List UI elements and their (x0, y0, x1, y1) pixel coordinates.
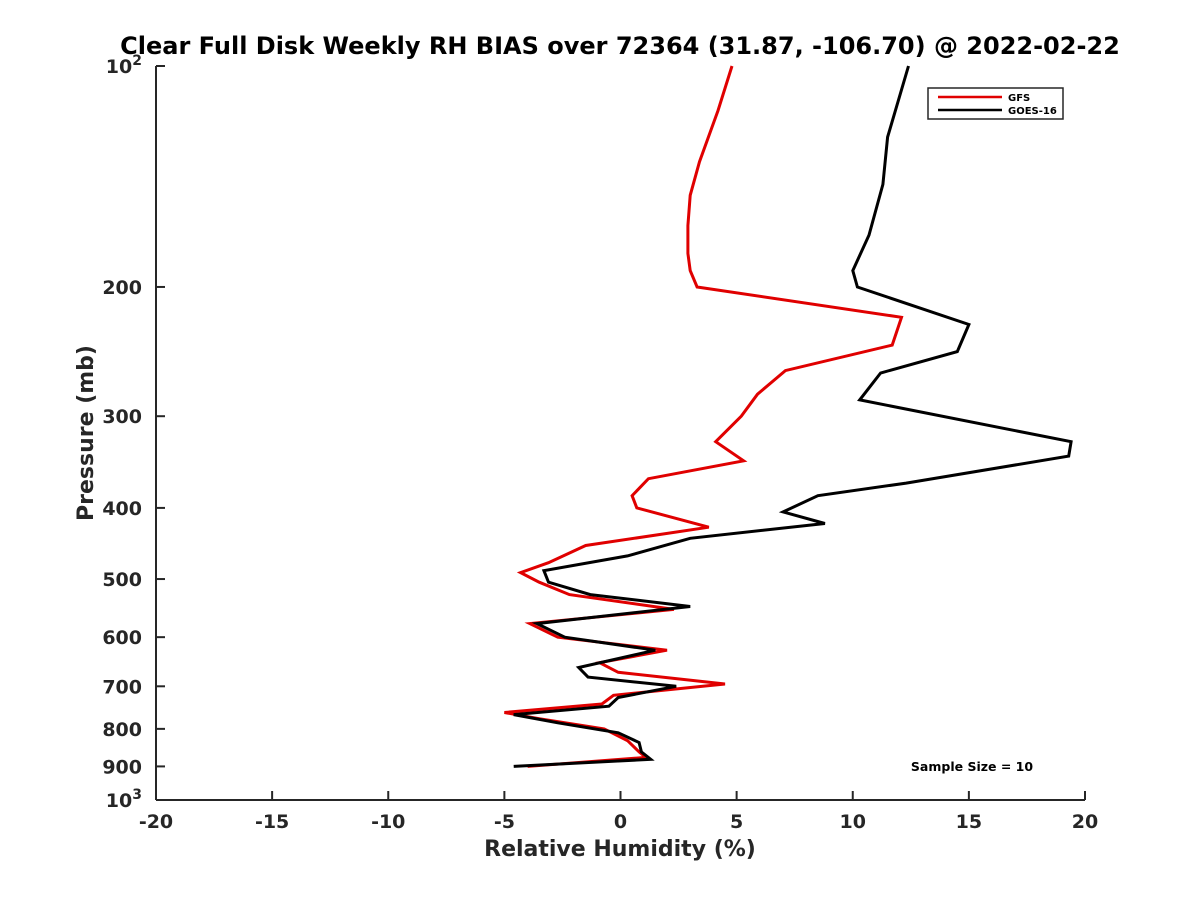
y-tick-label: 800 (102, 719, 142, 741)
y-axis-label: Pressure (mb) (74, 345, 99, 521)
y-tick-label: 102 (106, 53, 142, 78)
sample-size-annotation: Sample Size = 10 (911, 759, 1033, 774)
plot-area (155, 66, 1085, 801)
x-tick-label: 15 (956, 811, 982, 833)
x-tick-label: -10 (371, 811, 405, 833)
x-tick-label: -15 (255, 811, 289, 833)
x-tick-label: 5 (730, 811, 743, 833)
x-tick-label: 0 (614, 811, 627, 833)
y-tick-exponent: 3 (132, 787, 142, 803)
x-tick-label: 20 (1072, 811, 1098, 833)
legend-gfs-label: GFS (1008, 93, 1030, 104)
y-tick-exponent: 2 (132, 53, 142, 69)
legend: GFS GOES-16 (927, 87, 1064, 120)
series-line-gfs (504, 65, 904, 768)
y-tick-label: 900 (102, 756, 142, 778)
y-tick-base: 10 (106, 56, 132, 78)
legend-goes16-label: GOES-16 (1008, 106, 1057, 117)
series-line-goes-16 (513, 65, 1073, 768)
y-tick-label: 700 (102, 676, 142, 698)
y-tick-label: 103 (106, 787, 142, 812)
y-tick-label: 600 (102, 627, 142, 649)
y-tick-label: 200 (102, 277, 142, 299)
x-tick-label: -20 (139, 811, 173, 833)
x-axis-label: Relative Humidity (%) (484, 837, 756, 862)
y-tick-base: 10 (106, 790, 132, 812)
series-group (504, 65, 1073, 768)
x-ticks: -20 -15 -10 -5 0 5 10 15 20 (139, 791, 1098, 833)
y-tick-label: 300 (102, 406, 142, 428)
y-tick-label: 400 (102, 498, 142, 520)
x-tick-label: -5 (494, 811, 515, 833)
chart-title: Clear Full Disk Weekly RH BIAS over 7236… (120, 32, 1120, 60)
y-tick-label: 500 (102, 569, 142, 591)
x-tick-label: 10 (840, 811, 866, 833)
legend-box (927, 87, 1064, 120)
